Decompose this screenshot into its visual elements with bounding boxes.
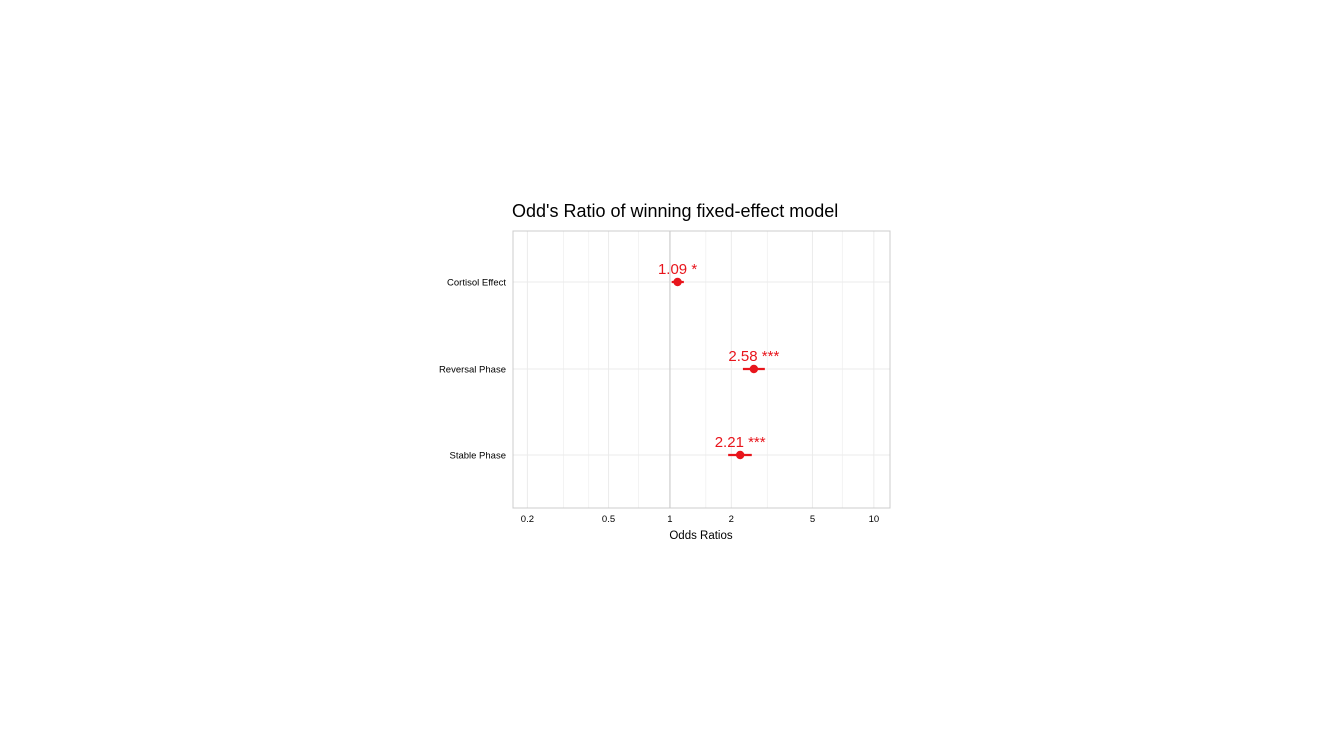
data-point	[673, 277, 682, 287]
panel-border	[512, 230, 891, 509]
data-label: 2.58 ***	[728, 348, 779, 365]
y-tick-label: Stable Phase	[449, 451, 506, 462]
y-tick-label: Reversal Phase	[439, 365, 506, 376]
marks-layer: 1.09 * 2.58 *** 2.21 ***	[658, 261, 779, 460]
x-tick-label: 1	[667, 514, 672, 525]
x-tick-label: 0.5	[602, 514, 615, 525]
data-label: 2.21 ***	[715, 434, 766, 451]
x-tick-label: 2	[729, 514, 734, 525]
y-tick-label: Cortisol Effect	[447, 278, 506, 289]
x-axis-label: Odds Ratios	[669, 530, 733, 542]
x-tick-label: 5	[810, 514, 815, 525]
axis-layer: Cortisol Effect Reversal Phase Stable Phas…	[439, 278, 879, 526]
x-tick-label: 0.2	[521, 514, 534, 525]
data-point	[735, 450, 745, 460]
data-label: 1.09 *	[658, 261, 697, 278]
data-point	[749, 364, 759, 374]
x-tick-label: 10	[869, 514, 880, 525]
chart-title: Odd's Ratio of winning fixed-effect mode…	[512, 201, 838, 221]
grid-layer	[513, 231, 890, 508]
